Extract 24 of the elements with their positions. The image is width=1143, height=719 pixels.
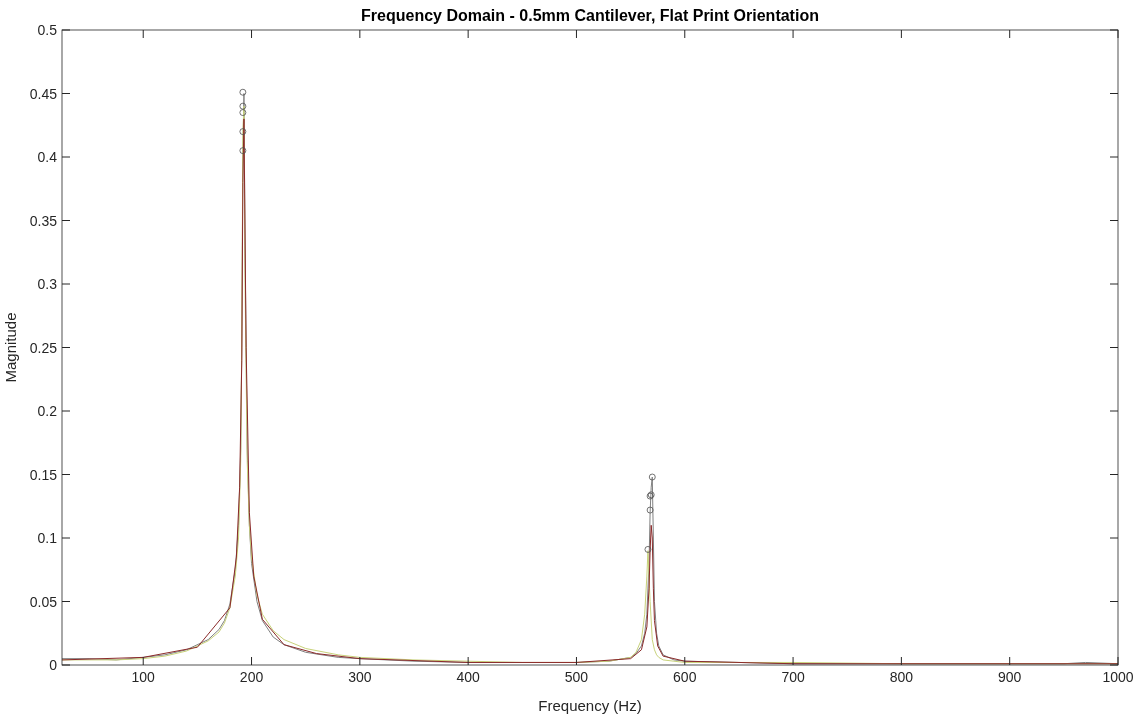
x-tick-label: 200 (239, 669, 264, 685)
y-tick-label: 0.05 (29, 593, 58, 610)
y-tick-label: 0.3 (37, 276, 58, 292)
y-tick-label: 0.1 (37, 530, 58, 546)
y-tick-label: 0.5 (37, 22, 58, 38)
y-tick-label: 0.2 (37, 403, 58, 419)
y-tick-label: 0.15 (29, 466, 58, 483)
x-tick-label: 300 (348, 669, 372, 685)
y-tick-label: 0.45 (29, 85, 58, 102)
y-tick-label: 0.35 (29, 212, 58, 229)
x-tick-label: 1000 (1102, 669, 1134, 685)
y-tick-label: 0 (49, 657, 58, 673)
chart-title: Frequency Domain - 0.5mm Cantilever, Flat Print Orientation (361, 7, 819, 24)
x-tick-label: 800 (889, 669, 914, 685)
y-tick-label: 0.25 (29, 339, 58, 356)
x-tick-label: 500 (564, 669, 589, 685)
x-tick-label: 700 (781, 669, 805, 685)
x-tick-label: 400 (456, 669, 481, 685)
x-tick-label: 100 (131, 669, 156, 685)
x-axis-title: Frequency (Hz) (538, 697, 642, 714)
y-tick-label: 0.4 (37, 149, 58, 165)
y-axis-title: Magnitude (2, 312, 19, 383)
x-tick-label: 900 (998, 669, 1022, 685)
x-tick-label: 600 (673, 669, 697, 685)
